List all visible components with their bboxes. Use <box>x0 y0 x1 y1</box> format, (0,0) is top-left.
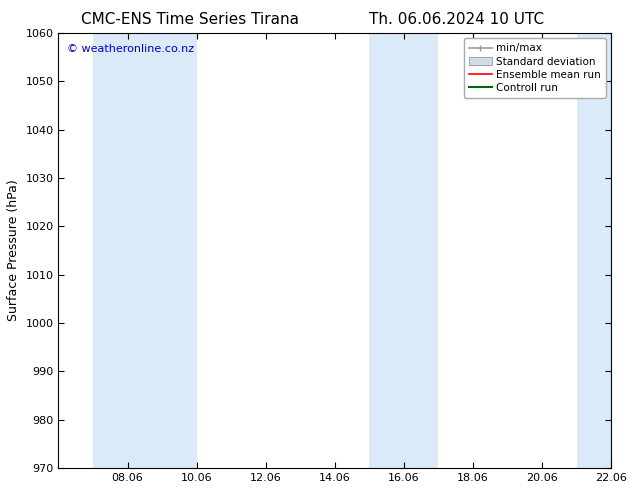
Bar <box>93 33 197 468</box>
Text: CMC-ENS Time Series Tirana: CMC-ENS Time Series Tirana <box>81 12 299 27</box>
Legend: min/max, Standard deviation, Ensemble mean run, Controll run: min/max, Standard deviation, Ensemble me… <box>463 38 606 98</box>
Bar <box>370 33 439 468</box>
Y-axis label: Surface Pressure (hPa): Surface Pressure (hPa) <box>7 180 20 321</box>
Bar <box>576 33 611 468</box>
Text: Th. 06.06.2024 10 UTC: Th. 06.06.2024 10 UTC <box>369 12 544 27</box>
Text: © weatheronline.co.nz: © weatheronline.co.nz <box>67 44 194 54</box>
